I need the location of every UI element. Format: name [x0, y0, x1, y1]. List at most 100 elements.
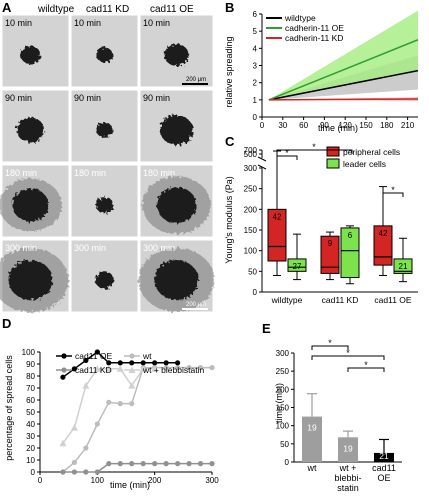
legend-label: cadherin-11 OE [285, 23, 344, 33]
spreading-time-bar-chart: 0 50 100 150 200 250 300 19 19 21 * * * [276, 338, 402, 467]
sample-size: 6 [348, 231, 353, 240]
data-point [197, 365, 204, 371]
b-y-tick-label: 1 [253, 96, 258, 105]
d-y-tick-label: 30 [26, 432, 35, 441]
panel-letter-a: A [2, 0, 12, 15]
d-y-tick-label: 90 [26, 360, 35, 369]
timepoint-label: 180 min [143, 168, 175, 178]
data-point [60, 469, 66, 475]
sample-size: 21 [399, 262, 408, 271]
box-wildtype-peripheral [267, 208, 287, 262]
col-label-cad11-kd: cad11 KD [86, 4, 129, 15]
data-point [129, 461, 135, 467]
data-point [163, 461, 169, 467]
legend-label: cadherin-11 KD [285, 33, 343, 43]
scale-bar-label: 200 μm [186, 302, 206, 308]
significance-bracket [276, 155, 298, 160]
data-point [82, 382, 90, 389]
timepoint-label: 10 min [74, 18, 101, 28]
c-y-tick-label: 100 [244, 247, 258, 256]
box-cad11-OE-leader [393, 258, 413, 274]
cell-aggregate [20, 46, 41, 64]
data-point [175, 365, 181, 371]
e-y-tick-label: 0 [285, 458, 290, 467]
data-point [71, 469, 77, 475]
c-y-tick-label: 700 [244, 146, 258, 155]
legend-label: wt [142, 351, 152, 361]
data-point [209, 365, 215, 371]
e-cat-wt: wt [307, 463, 317, 473]
d-y-tick-label: 0 [31, 468, 36, 477]
axis-break-mark [257, 164, 267, 170]
timepoint-label: 10 min [143, 18, 170, 28]
data-point [117, 401, 123, 407]
cell-aggregate [95, 197, 114, 213]
timepoint-label: 90 min [74, 93, 101, 103]
d-x-tick-label: 0 [38, 476, 43, 485]
sample-size: 9 [328, 239, 333, 248]
col-label-cad11-oe: cad11 OE [150, 4, 194, 15]
c-y-tick-label: 250 [244, 185, 258, 194]
significance-star: * [312, 142, 316, 152]
data-point [152, 461, 158, 467]
significance-star: * [364, 360, 368, 370]
data-point [83, 357, 89, 363]
data-point [94, 421, 100, 427]
b-x-tick-label: 0 [260, 121, 265, 130]
data-point [106, 461, 112, 467]
significance-star: * [391, 185, 395, 195]
d-y-tick-label: 50 [26, 408, 35, 417]
legend-marker [129, 353, 135, 359]
b-x-tick-label: 60 [299, 121, 308, 130]
e-y-tick-label: 200 [276, 385, 290, 394]
data-point [139, 365, 147, 372]
c-y-tick-label: 300 [244, 164, 258, 173]
d-y-tick-label: 40 [26, 420, 35, 429]
b-y-tick-label: 0 [253, 113, 258, 122]
legend-label: cad11 OE [75, 351, 113, 361]
e-cat-oe-line1: cad11 [372, 463, 396, 473]
series-line-cadherin-11-OE [268, 39, 419, 101]
sample-size: 27 [293, 262, 302, 271]
e-y-tick-label: 300 [276, 349, 290, 358]
data-point [209, 461, 215, 467]
d-x-tick-label: 300 [205, 476, 219, 485]
data-point [186, 365, 192, 371]
b-x-axis-label: time (min) [318, 123, 358, 133]
data-point [105, 365, 113, 372]
d-y-axis-label: percentage of spread cells [4, 355, 14, 461]
data-point [71, 366, 77, 372]
e-y-tick-label: 50 [280, 440, 289, 449]
d-y-tick-label: 10 [26, 456, 35, 465]
legend-label: leader cells [343, 159, 386, 169]
data-point [152, 360, 158, 366]
d-y-tick-label: 100 [22, 348, 36, 357]
data-point [59, 439, 67, 447]
timepoint-label: 90 min [143, 93, 170, 103]
b-x-tick-label: 210 [401, 121, 415, 130]
cell-aggregate [154, 260, 199, 300]
sample-size: 42 [379, 229, 388, 238]
data-point [116, 365, 124, 372]
micrograph-grid: 10 min 10 min 10 min 90 min 90 min 90 min 180 … [0, 14, 215, 313]
cell-aggregate [16, 117, 45, 143]
panel-letter-d: D [2, 316, 11, 331]
legend-marker [61, 353, 67, 359]
data-point [140, 360, 146, 366]
c-category-label: cad11 KD [322, 295, 359, 305]
d-y-tick-label: 20 [26, 444, 35, 453]
timepoint-label: 300 min [74, 243, 106, 253]
data-point [71, 459, 77, 465]
scale-bar-label: 200 μm [186, 77, 206, 83]
b-y-tick-label: 2 [253, 79, 258, 88]
data-point [197, 461, 204, 467]
sample-size: 42 [273, 212, 282, 221]
c-y-tick-label: 50 [248, 267, 257, 276]
b-x-tick-label: 150 [359, 121, 373, 130]
data-point [94, 349, 100, 355]
series-line-wt-+-blebbistatin [62, 368, 155, 444]
